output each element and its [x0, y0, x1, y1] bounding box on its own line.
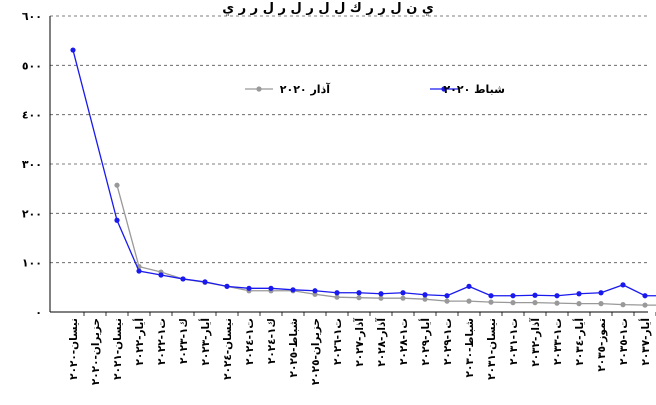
x-tick-label: آذار-٢٠٣٢: [529, 318, 542, 367]
data-point: [246, 285, 252, 291]
data-point: [290, 287, 296, 293]
y-axis-ticks: ٠ ١٠٠ ٢٠٠ ٣٠٠ ٤٠٠ ٥٠٠ ٦٠٠: [22, 10, 42, 319]
x-tick-label: شباط-٢٠٣٠: [464, 318, 476, 377]
x-tick-label: ت١-٢٠٢٢: [156, 318, 168, 365]
data-point: [400, 295, 406, 301]
data-point: [510, 300, 516, 306]
data-point: [114, 182, 120, 188]
x-tick-label: ك١-٢٠٢٤: [266, 318, 278, 364]
data-point: [488, 299, 494, 305]
x-tick-label: ت١-٢٠٣٥: [618, 318, 630, 365]
x-tick-label: أيار-٢٠٣٤: [572, 318, 586, 366]
x-tick-label: ت١-٢٠٢٤: [244, 318, 256, 365]
data-point: [488, 293, 494, 299]
data-point: [334, 294, 340, 300]
x-tick-label: حزيران-٢٠٢٠: [90, 318, 102, 385]
data-point: [180, 276, 186, 282]
data-point: [136, 268, 142, 274]
data-point: [532, 300, 538, 306]
x-tick-label: ت١-٢٠٣٣: [552, 318, 564, 365]
data-point: [576, 291, 582, 297]
x-tick-label: ت١-٢٠٣١: [508, 318, 520, 365]
data-point: [224, 283, 230, 289]
data-point: [70, 47, 76, 53]
data-point: [554, 293, 560, 299]
series-line: [72, 49, 656, 297]
data-point: [268, 285, 274, 291]
x-tick-label: أيار-٢٠٢٢: [132, 318, 146, 366]
x-tick-label: آذار-٢٠٢٧: [353, 318, 366, 367]
x-tick-label: نيسان-٢٠٢٠: [68, 318, 80, 380]
data-point: [158, 272, 164, 278]
data-point: [554, 300, 560, 306]
y-tick-label: ٢٠٠: [22, 207, 42, 220]
data-point: [598, 290, 604, 296]
x-tick-label: تموز-٢٠٣٥: [596, 318, 608, 372]
x-tick-label: ت١-٢٠٢٨: [398, 318, 410, 365]
data-point: [378, 291, 384, 297]
data-point: [312, 288, 318, 294]
y-tick-label: ٣٠٠: [22, 158, 42, 171]
data-point: [642, 302, 648, 308]
data-point: [532, 292, 538, 298]
y-tick-label: ٠: [35, 306, 42, 319]
data-point: [422, 292, 428, 298]
x-axis-ticks: نيسان-٢٠٢٠ حزيران-٢٠٢٠ نيسان-٢٠٢١ أيار-٢٠٢٢…: [68, 312, 656, 385]
data-point: [444, 293, 450, 299]
data-point: [620, 302, 626, 308]
x-tick-label: آذار-٢٠٢٨: [375, 318, 388, 367]
y-tick-label: ٦٠٠: [22, 10, 42, 23]
data-point: [356, 295, 362, 301]
data-point: [466, 298, 472, 304]
x-tick-label: أيار-٢٠٢٣: [198, 318, 212, 366]
data-point: [598, 301, 604, 307]
data-point: [114, 217, 120, 223]
y-tick-label: ٤٠٠: [22, 109, 42, 122]
legend: شباط ٢٠٢٠ آذار ٢٠٢٠: [245, 82, 505, 96]
data-point: [356, 290, 362, 296]
data-point: [642, 293, 648, 299]
data-point: [576, 301, 582, 307]
legend-swatch-marker: [441, 86, 447, 92]
data-point: [444, 298, 450, 304]
grid-lines: [50, 15, 648, 264]
x-tick-label: شباط-٢٠٢٥: [288, 318, 300, 377]
x-tick-label: حزيران-٢٠٢٥: [310, 318, 322, 385]
legend-swatch-marker: [256, 86, 262, 92]
data-point: [620, 282, 626, 288]
x-tick-label: أيار-٢٠٢٩: [418, 318, 432, 366]
x-tick-label: ك١-٢٠٢٣: [178, 318, 190, 364]
series-group: [70, 47, 656, 308]
data-point: [466, 283, 472, 289]
series-line: [116, 185, 656, 306]
x-tick-label: أيار-٢٠٣٧: [638, 318, 652, 366]
x-tick-label: ت١-٢٠٢٩: [442, 318, 454, 365]
legend-label: آذار ٢٠٢٠: [280, 82, 330, 96]
y-tick-label: ٥٠٠: [22, 59, 42, 72]
legend-label: شباط ٢٠٢٠: [443, 83, 505, 96]
data-point: [378, 295, 384, 301]
data-point: [422, 296, 428, 302]
x-tick-label: نيسان-٢٠٢١: [112, 318, 124, 380]
y-tick-label: ١٠٠: [22, 257, 42, 270]
data-point: [202, 279, 208, 285]
x-tick-label: نيسان-٢٠٣١: [486, 318, 498, 380]
x-tick-label: ت١-٢٠٢٦: [332, 318, 344, 365]
data-point: [510, 293, 516, 299]
chart-title: ي ن ل ر ر ك ل ل ر ل ر ل ر ر ي: [222, 1, 434, 16]
data-point: [400, 290, 406, 296]
x-tick-label: نيسان-٢٠٢٤: [222, 318, 234, 380]
axes: [49, 16, 648, 313]
data-point: [334, 290, 340, 296]
